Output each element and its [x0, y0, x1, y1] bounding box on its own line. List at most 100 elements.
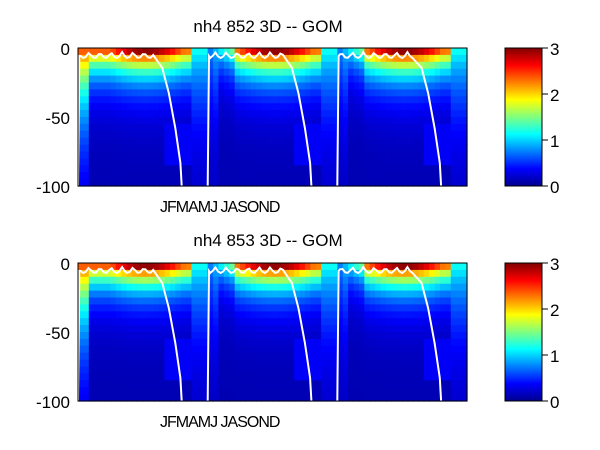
heatmap-cell — [348, 68, 355, 77]
heatmap-cell — [326, 172, 333, 180]
heatmap-cell — [439, 290, 446, 299]
heatmap-cell — [78, 54, 84, 63]
heatmap-cell — [429, 269, 436, 278]
heatmap-cell — [175, 75, 182, 84]
heatmap-cell — [277, 117, 284, 125]
heatmap-cell — [461, 325, 468, 333]
heatmap-cell — [277, 352, 284, 361]
heatmap-cell — [121, 68, 128, 77]
heatmap-cell — [331, 48, 338, 56]
heatmap-cell — [207, 117, 214, 125]
heatmap-cell — [429, 130, 436, 139]
heatmap-cell — [256, 394, 263, 402]
heatmap-cell — [94, 54, 101, 63]
heatmap-cell — [450, 387, 457, 395]
heatmap-cell — [342, 179, 349, 187]
heatmap-cell — [196, 338, 203, 347]
heatmap-cell — [348, 137, 355, 146]
heatmap-cell — [250, 304, 257, 312]
heatmap-cell — [153, 297, 160, 305]
heatmap-cell — [234, 68, 241, 77]
heatmap-cell — [439, 179, 446, 187]
heatmap-cell — [132, 75, 139, 84]
heatmap-cell — [99, 373, 106, 381]
heatmap-cell — [191, 332, 198, 340]
heatmap-cell — [288, 380, 295, 388]
heatmap-cell — [229, 137, 236, 146]
heatmap-cell — [137, 366, 144, 374]
heatmap-cell — [418, 103, 425, 111]
heatmap-cell — [240, 158, 247, 166]
heatmap-cell — [353, 366, 360, 374]
heatmap-cell — [175, 123, 182, 132]
heatmap-cell — [234, 82, 241, 90]
heatmap-cell — [153, 318, 160, 326]
heatmap-cell — [434, 311, 441, 319]
heatmap-cell — [164, 110, 171, 118]
heatmap-cell — [88, 61, 95, 70]
heatmap-cell — [267, 338, 274, 347]
heatmap-cell — [337, 96, 344, 104]
heatmap-cell — [83, 110, 90, 118]
heatmap-cell — [121, 54, 128, 63]
heatmap-cell — [385, 137, 392, 146]
heatmap-cell — [153, 352, 160, 361]
heatmap-cell — [191, 103, 198, 111]
heatmap-cell — [148, 48, 155, 56]
heatmap-cell — [434, 304, 441, 312]
heatmap-cell — [99, 283, 106, 292]
heatmap-cell — [110, 380, 117, 388]
heatmap-cell — [153, 179, 160, 187]
heatmap-cell — [315, 123, 322, 132]
heatmap-cell — [412, 318, 419, 326]
heatmap-cell — [94, 123, 101, 132]
heatmap-cell — [294, 290, 301, 299]
heatmap-cell — [164, 130, 171, 139]
heatmap-cell — [223, 158, 230, 166]
heatmap-cell — [132, 89, 139, 97]
heatmap-cell — [256, 332, 263, 340]
heatmap-cell — [456, 54, 463, 63]
heatmap-cell — [358, 123, 365, 132]
heatmap-cell — [423, 48, 430, 56]
heatmap-cell — [250, 75, 257, 84]
heatmap-cell — [418, 165, 425, 173]
heatmap-cell — [105, 179, 112, 187]
heatmap-cell — [159, 110, 166, 118]
heatmap-cell — [283, 165, 290, 173]
heatmap-cell — [261, 345, 268, 354]
heatmap-cell — [391, 103, 398, 111]
heatmap-cell — [434, 269, 441, 278]
heatmap-cell — [407, 68, 414, 77]
heatmap-cell — [191, 387, 198, 395]
heatmap-cell — [234, 332, 241, 340]
heatmap-cell — [461, 283, 468, 292]
heatmap-cell — [445, 144, 452, 153]
heatmap-cell — [380, 373, 387, 381]
heatmap-cell — [450, 290, 457, 299]
heatmap-cell — [439, 318, 446, 326]
heatmap-cell — [402, 394, 409, 402]
heatmap-cell — [94, 130, 101, 139]
heatmap-cell — [456, 110, 463, 118]
heatmap-cell — [434, 283, 441, 292]
heatmap-cell — [439, 332, 446, 340]
heatmap-cell — [456, 380, 463, 388]
heatmap-cell — [380, 96, 387, 104]
heatmap-cell — [164, 380, 171, 388]
heatmap-cell — [385, 318, 392, 326]
heatmap-cell — [78, 48, 84, 56]
heatmap-cell — [283, 82, 290, 90]
heatmap-cell — [364, 380, 371, 388]
heatmap-cell — [439, 263, 446, 271]
heatmap-cell — [358, 290, 365, 299]
heatmap-cell — [223, 61, 230, 70]
heatmap-cell — [331, 172, 338, 180]
heatmap-cell — [375, 151, 382, 159]
heatmap-cell — [126, 61, 133, 70]
heatmap-cell — [207, 123, 214, 132]
heatmap-cell — [213, 54, 220, 63]
heatmap-cell — [369, 75, 376, 84]
heatmap-cell — [153, 304, 160, 312]
heatmap-cell — [412, 61, 419, 70]
